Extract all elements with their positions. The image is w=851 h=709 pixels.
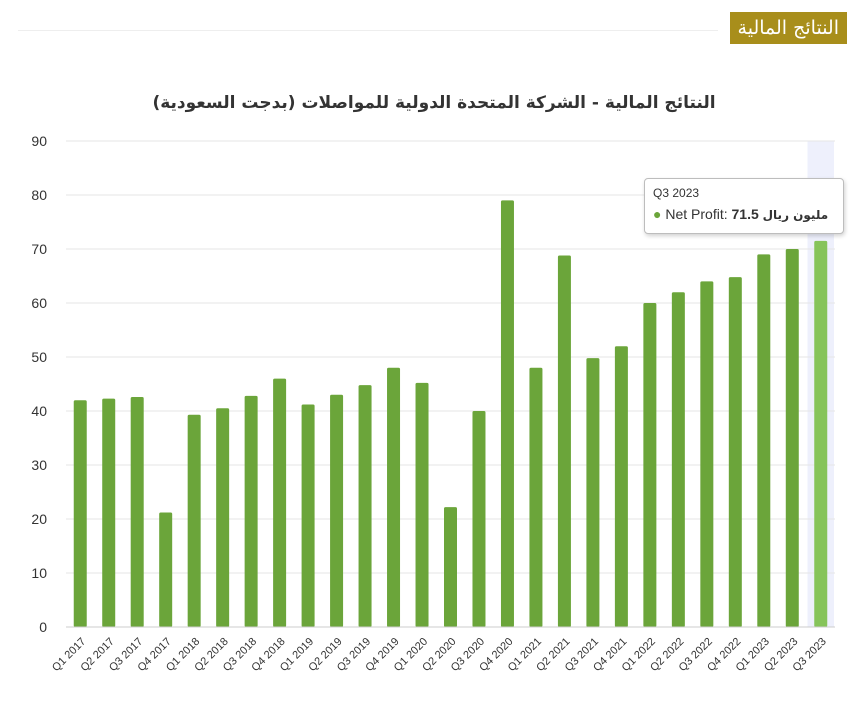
bar[interactable] [671,292,685,627]
bar[interactable] [73,400,87,627]
y-tick-label: 40 [31,403,47,419]
bar[interactable] [102,398,116,627]
bar[interactable] [614,346,628,627]
bar[interactable] [472,411,486,627]
bar[interactable] [557,255,571,628]
y-tick-label: 70 [31,241,47,257]
bar[interactable] [500,200,514,627]
bar[interactable] [415,382,429,627]
y-tick-label: 10 [31,565,47,581]
bar[interactable] [130,396,144,627]
bar[interactable] [757,254,771,627]
top-divider [18,30,718,31]
y-tick-label: 80 [31,187,47,203]
bar[interactable] [529,367,543,627]
bar[interactable] [814,240,828,627]
bar[interactable] [358,385,372,627]
bar[interactable] [273,378,287,627]
tooltip-category: Q3 2023 [653,186,700,200]
tooltip-unit: مليون ريال [762,208,829,222]
y-tick-label: 0 [39,619,47,635]
bar[interactable] [387,367,401,627]
bar[interactable] [301,404,315,627]
bar[interactable] [728,277,742,627]
tooltip-value: 71.5 [731,206,759,222]
bar[interactable] [444,507,457,627]
value-tooltip: Q3 2023 ● Net Profit: 71.5 مليون ريال [644,178,844,234]
section-title-badge: النتائج المالية [729,12,847,44]
bar[interactable] [643,303,657,627]
y-tick-label: 20 [31,511,47,527]
y-tick-label: 90 [31,133,47,149]
bar-series [73,200,828,628]
bar[interactable] [216,408,230,627]
y-tick-label: 60 [31,295,47,311]
tooltip-series-label: Net Profit: [665,206,728,222]
bar[interactable] [785,249,799,627]
bar[interactable] [159,512,173,627]
y-tick-label: 50 [31,349,47,365]
y-tick-label: 30 [31,457,47,473]
bar[interactable] [330,394,344,627]
y-axis: 0 10 20 30 40 50 60 70 80 90 [31,133,47,635]
bar[interactable] [244,395,258,627]
bar[interactable] [187,414,201,627]
chart-title: النتائج المالية - الشركة المتحدة الدولية… [152,93,715,113]
bar[interactable] [700,281,714,627]
bar[interactable] [586,358,600,627]
series-dot-icon: ● [653,206,662,222]
